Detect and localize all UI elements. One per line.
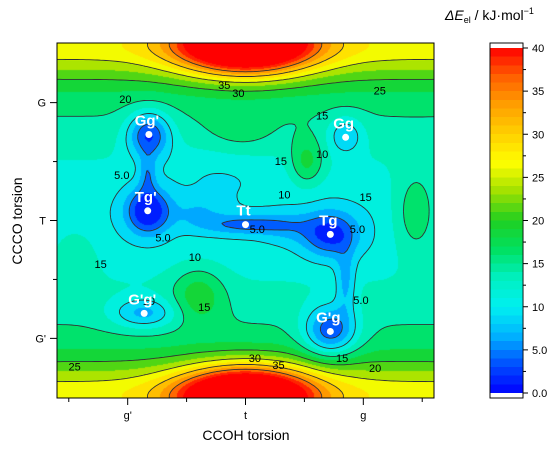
contour-label: 30: [249, 353, 261, 365]
contour-label: 15: [316, 110, 328, 122]
colorbar-title-unit: / kJ·mol: [471, 7, 524, 23]
contour-label: 20: [369, 363, 381, 375]
conformer-point: [242, 221, 249, 229]
contour-label: 5.0: [114, 170, 129, 182]
contour-label: 5.0: [353, 295, 368, 307]
contour-label: 35: [272, 360, 284, 372]
colorbar-title: ΔEel / kJ·mol−1: [444, 6, 534, 25]
conformer-point: [145, 131, 153, 139]
contour-line-5: [128, 123, 353, 339]
colorbar: 0.0 5.0 10 15 20 25 30 35 40 ΔEel / kJ·mol−1: [444, 6, 547, 400]
contour-line-20: [57, 78, 434, 366]
contour-label: 10: [143, 296, 155, 308]
conformer-point: [144, 207, 152, 215]
conformer-label: Tt: [236, 203, 250, 220]
contour-map: [57, 43, 434, 398]
colorbar-tick-label: 5.0: [532, 345, 547, 357]
contour-label: 10: [189, 252, 201, 264]
colorbar-tick-label: 30: [532, 129, 544, 141]
conformer-point: [342, 133, 350, 141]
colorbar-title-symbol: ΔE: [444, 7, 464, 23]
colorbar-ticks: 0.0 5.0 10 15 20 25 30 35 40: [523, 43, 547, 400]
contour-label: 10: [278, 189, 290, 201]
colorbar-tick-label: 25: [532, 172, 544, 184]
contour-label: 15: [94, 259, 106, 271]
energy-surface: [57, 43, 434, 398]
contour-line-25: [57, 58, 434, 383]
x-tick-label: g': [124, 410, 132, 422]
contour-label: 35: [218, 80, 230, 92]
colorbar-fill: [490, 48, 523, 393]
contour-lines: [57, 43, 434, 398]
colorbar-tick-label: 0.0: [532, 388, 547, 400]
conformer-markers: Gg' Gg Tg' Tt Tg G'g' G'g: [128, 113, 354, 335]
contour-label: 5.0: [350, 224, 365, 236]
contour-label: 25: [374, 85, 386, 97]
conformer-point: [140, 309, 148, 317]
colorbar-title-subscript: el: [464, 15, 471, 25]
conformer-label: G'g': [128, 291, 156, 308]
colorbar-title-superscript: −1: [524, 6, 534, 16]
contour-label: 15: [275, 156, 287, 168]
colorbar-tick-label: 10: [532, 302, 544, 314]
contour-label: 15: [360, 192, 372, 204]
contour-line-35: [168, 43, 323, 398]
y-tick-label: G': [35, 333, 46, 345]
x-tick-label: t: [244, 410, 247, 422]
contour-label: 15: [336, 353, 348, 365]
contour-label: 15: [198, 302, 210, 314]
y-axis-title: CCCO torsion: [9, 177, 25, 264]
contour-line-30: [147, 43, 344, 398]
contour-label: 5.0: [250, 224, 265, 236]
colorbar-tick-label: 40: [532, 43, 544, 55]
contour-label: 30: [232, 88, 244, 100]
y-tick-label: T: [39, 216, 46, 228]
x-axis-title: CCOH torsion: [202, 427, 289, 443]
colorbar-tick-label: 20: [532, 216, 544, 228]
x-tick-label: g: [360, 410, 366, 422]
conformer-label: Tg': [135, 189, 157, 206]
x-axis: g' t g: [68, 398, 423, 422]
colorbar-tick-label: 35: [532, 86, 544, 98]
conformer-point: [326, 230, 334, 238]
conformer-point: [326, 327, 334, 335]
contour-label: 25: [69, 361, 81, 373]
contour-label: 10: [316, 149, 328, 161]
conformer-label: Gg': [135, 113, 159, 130]
contour-line-10: [109, 113, 376, 349]
contour-label: 5.0: [155, 232, 170, 244]
conformer-label: Gg: [333, 115, 354, 132]
y-axis: G T G': [35, 98, 57, 345]
conformer-label: G'g: [316, 309, 340, 326]
conformer-label: Tg: [319, 212, 337, 229]
colorbar-tick-label: 15: [532, 259, 544, 271]
contour-line-15: [57, 99, 434, 357]
y-tick-label: G: [37, 98, 46, 110]
contour-label: 20: [119, 94, 131, 106]
